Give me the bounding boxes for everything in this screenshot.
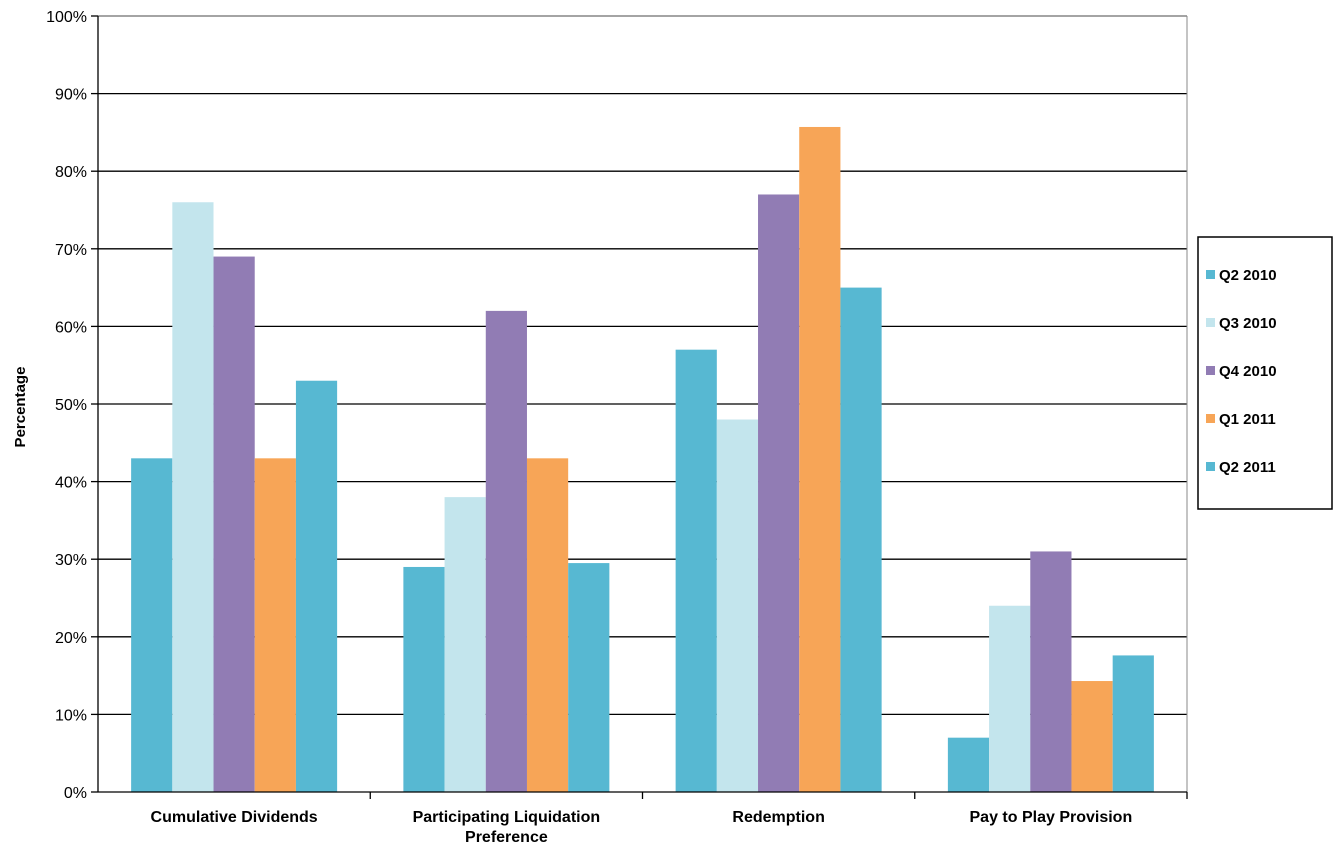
legend-label: Q3 2010 — [1219, 315, 1277, 332]
bar — [131, 458, 173, 792]
bar — [172, 202, 214, 793]
bar — [758, 194, 800, 793]
bar — [403, 566, 445, 792]
bar — [1112, 655, 1154, 792]
legend-label: Q2 2010 — [1219, 267, 1277, 284]
bar — [799, 126, 841, 792]
bar — [254, 458, 296, 792]
axes — [91, 15, 1188, 799]
y-tick-label: 90% — [55, 87, 87, 104]
legend-swatch — [1206, 270, 1215, 279]
x-category-label: Pay to Play Provision — [970, 809, 1133, 826]
bar — [989, 605, 1031, 792]
bar — [295, 380, 338, 792]
x-category-label: Participating Liquidation — [413, 809, 601, 826]
x-category-label: Preference — [465, 829, 548, 846]
y-tick-label: 30% — [55, 552, 87, 569]
y-tick-label: 60% — [55, 319, 87, 336]
x-category-labels: Cumulative Dividends Participating Liquid… — [151, 809, 1133, 846]
x-category-label: Redemption — [732, 809, 824, 826]
y-axis-label: Percentage — [12, 367, 29, 448]
y-tick-label: 0% — [64, 785, 87, 802]
bar — [568, 563, 610, 792]
y-tick-labels: 0% 10% 20% 30% 40% 50% 60% 70% 80% 90% 100% — [46, 9, 87, 802]
legend-box — [1197, 236, 1333, 510]
bar — [840, 287, 882, 792]
legend-label: Q1 2011 — [1219, 411, 1276, 428]
bar — [675, 349, 717, 792]
bar — [716, 419, 759, 792]
bars — [131, 126, 1154, 793]
bar — [1071, 681, 1113, 792]
y-tick-label: 80% — [55, 164, 87, 181]
bar — [526, 458, 569, 792]
y-tick-label: 70% — [55, 242, 87, 259]
legend-label: Q2 2011 — [1219, 459, 1276, 476]
legend-swatch — [1206, 414, 1215, 423]
legend-swatch — [1206, 366, 1215, 375]
bar — [1030, 551, 1072, 792]
y-tick-label: 100% — [46, 9, 87, 26]
bar — [485, 310, 527, 792]
legend-swatch — [1206, 318, 1215, 327]
y-tick-label: 20% — [55, 630, 87, 647]
legend: Q2 2010 Q3 2010 Q4 2010 Q1 2011 Q2 2011 — [1197, 236, 1333, 510]
bar — [444, 497, 486, 792]
y-tick-label: 40% — [55, 475, 87, 492]
legend-swatch — [1206, 462, 1215, 471]
x-category-label: Cumulative Dividends — [151, 809, 318, 826]
legend-label: Q4 2010 — [1219, 363, 1277, 380]
bar — [213, 256, 255, 792]
bar — [947, 737, 990, 792]
y-tick-label: 10% — [55, 707, 87, 724]
y-tick-label: 50% — [55, 397, 87, 414]
